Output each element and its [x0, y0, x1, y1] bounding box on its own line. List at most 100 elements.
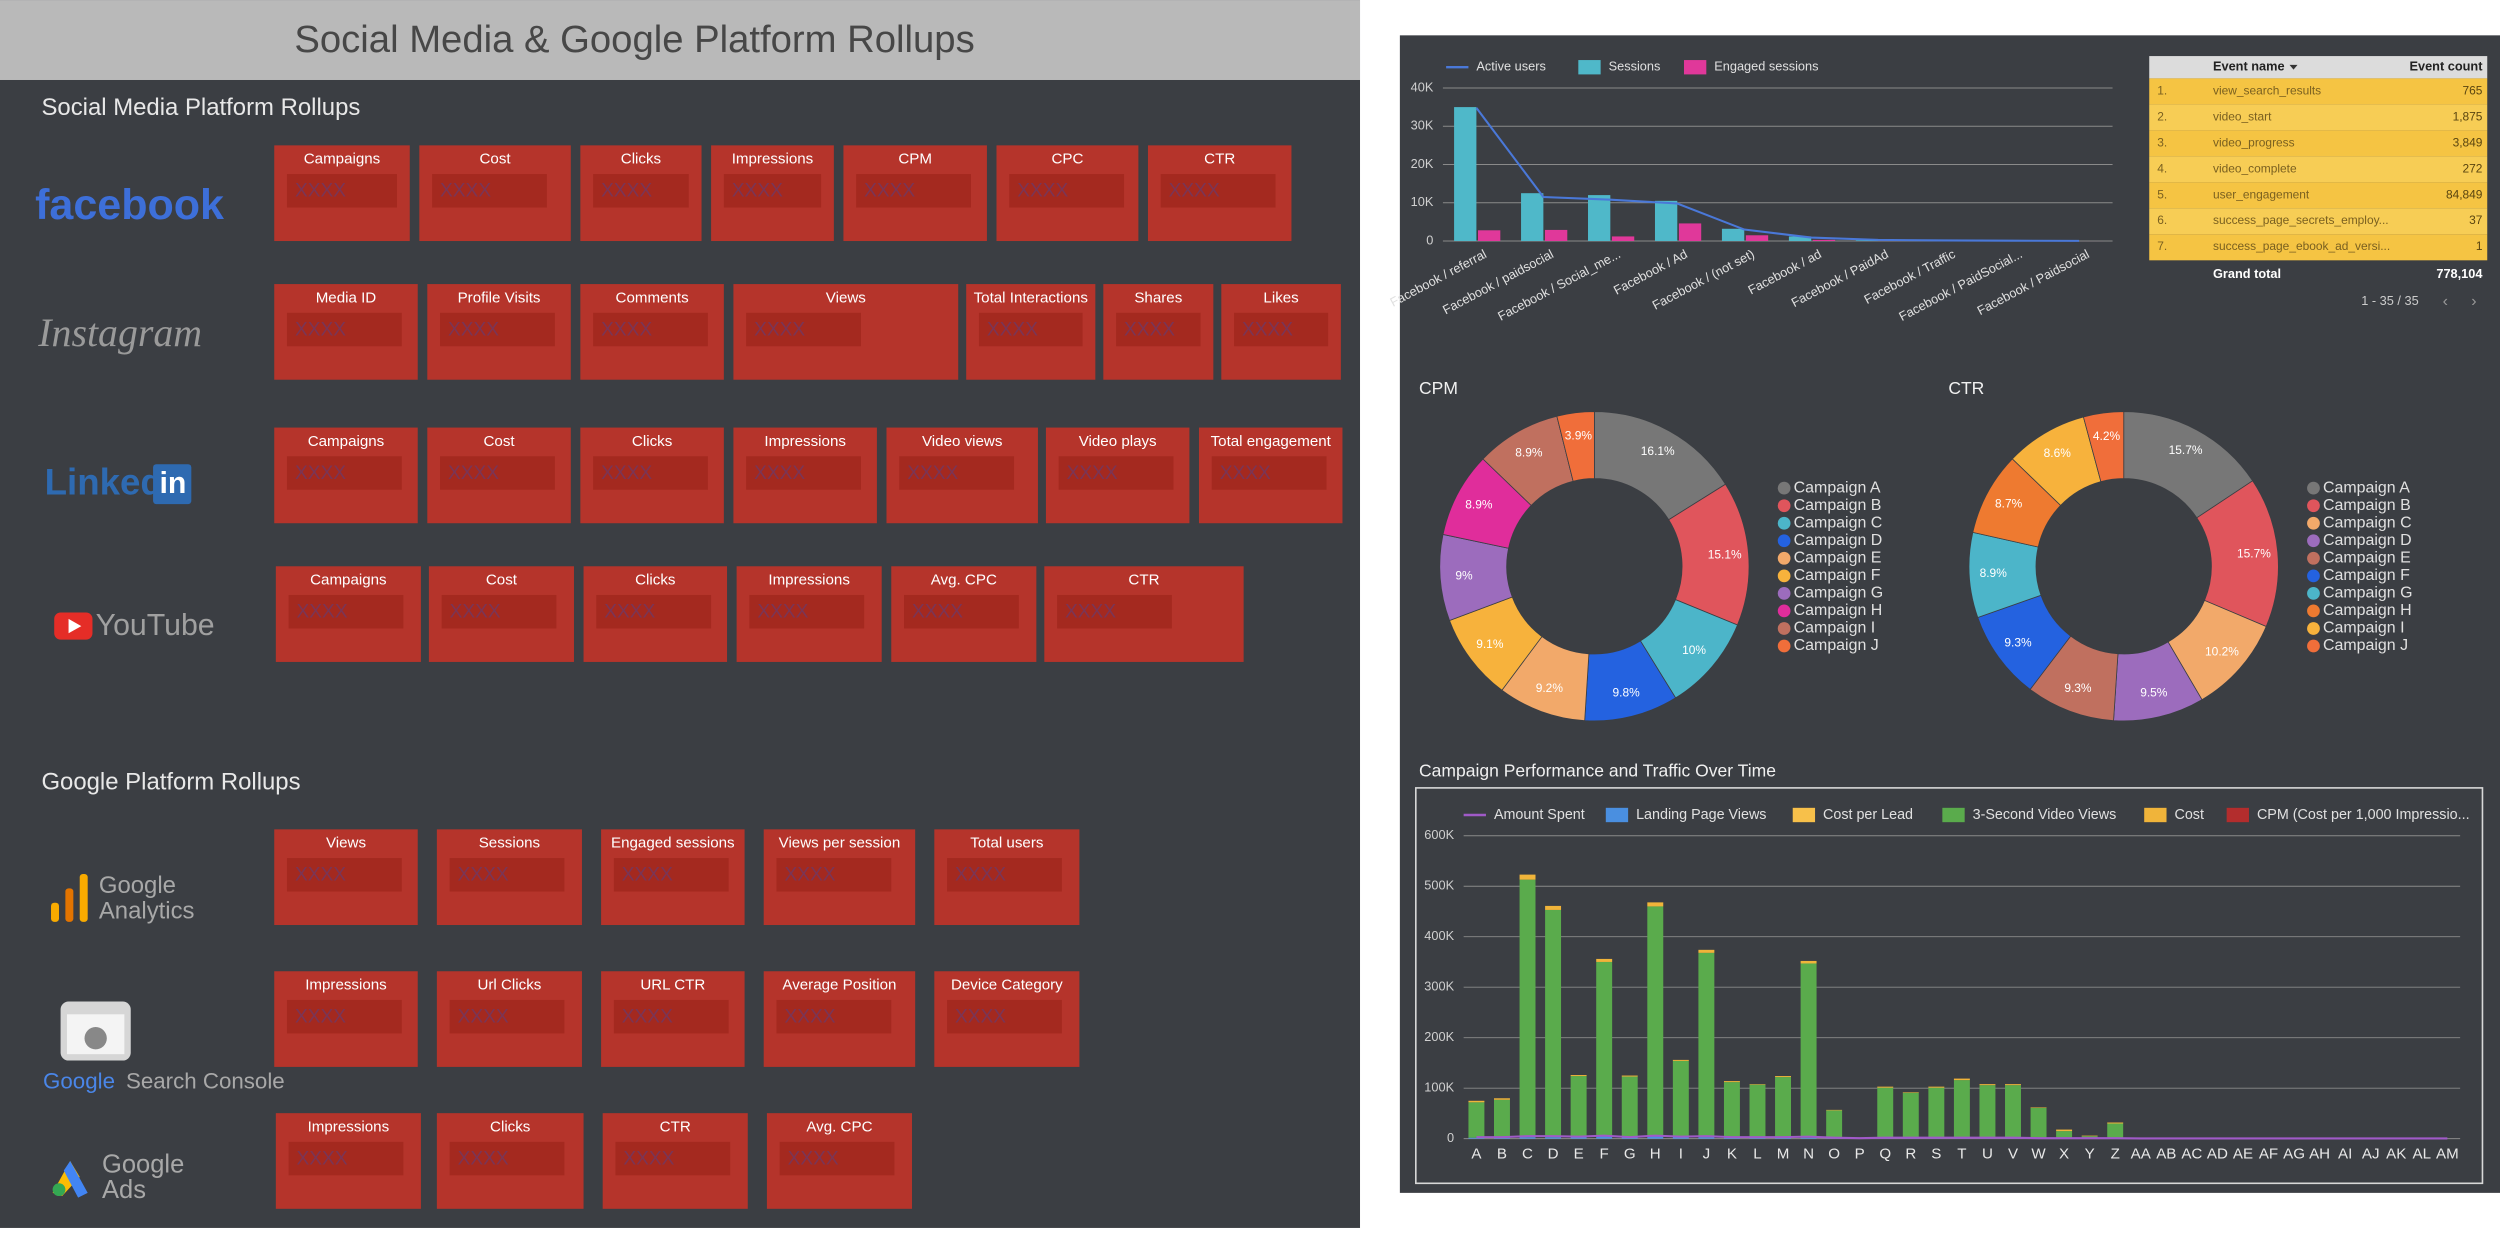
kpi-value: XXXX [440, 181, 491, 202]
x-tick-label: AB [2156, 1146, 2176, 1163]
bar-segment [1902, 1092, 1919, 1093]
pagination: 1 - 35 / 35 [2361, 293, 2418, 308]
kpi-value-box [1160, 174, 1276, 208]
kpi-label: Impressions [308, 1119, 390, 1136]
header-title: Social Media & Google Platform Rollups [294, 18, 974, 61]
table-row [2149, 104, 2488, 131]
kpi-label: Views per session [779, 835, 901, 852]
kpi-value-box [613, 999, 729, 1034]
kpi-value-box [440, 456, 555, 490]
kpi-value-box [1234, 312, 1329, 347]
x-tick-label: U [1982, 1146, 1993, 1163]
legend-label: Campaign D [1794, 532, 1883, 549]
slice-label: 4.2% [2093, 429, 2121, 443]
table-row [2149, 208, 2488, 235]
slice-label: 3.9% [1565, 429, 1593, 443]
bar [1855, 240, 1879, 242]
kpi-value: XXXX [757, 602, 808, 623]
platform-logo: Search Console [126, 1069, 285, 1094]
prev-page[interactable]: ‹ [2443, 293, 2448, 310]
bar-segment [1570, 1075, 1587, 1077]
next-page[interactable]: › [2471, 293, 2476, 310]
x-tick-label: O [1828, 1146, 1840, 1163]
kpi-value-box [779, 1141, 895, 1176]
bar-segment [1494, 1099, 1510, 1138]
bar-segment [1902, 1092, 1919, 1139]
kpi-label: Impressions [764, 433, 846, 450]
content: Social Media Platform Rollups facebook Cam… [35, 56, 2488, 1209]
kpi-value: XXXX [788, 1148, 839, 1169]
kpi-label: Comments [616, 289, 690, 306]
legend-label: Campaign D [2323, 532, 2412, 549]
kpi-label: CPM [898, 151, 932, 168]
table-col-header: Event count [2409, 59, 2483, 74]
slice-label: 8.9% [1980, 566, 2008, 580]
x-tick-label: Z [2111, 1146, 2120, 1163]
kpi-value: XXXX [732, 181, 783, 202]
x-tick-label: AK [2386, 1146, 2406, 1163]
kpi-value-box [441, 594, 557, 629]
analytics-bar [51, 902, 59, 922]
legend-swatch [1792, 807, 1816, 823]
kpi-value: XXXX [955, 1007, 1006, 1028]
kpi-label: Clicks [490, 1119, 531, 1136]
pie-slice [1556, 411, 1595, 482]
kpi-value-box [286, 174, 398, 208]
legend-swatch [2307, 569, 2320, 583]
legend-label: Campaign J [1794, 637, 1879, 654]
event-name: success_page_ebook_ad_versi... [2213, 239, 2390, 253]
row-number: 6. [2157, 213, 2167, 227]
kpi-value: XXXX [601, 319, 652, 340]
x-tick-label: E [1574, 1146, 1584, 1163]
sort-arrow [2289, 64, 2298, 70]
y-tick-label: 200K [1424, 1029, 1454, 1044]
bar-segment [2081, 1135, 2098, 1137]
legend-label: Campaign C [1794, 514, 1883, 531]
y-tick-label: 500K [1424, 878, 1454, 893]
x-tick-label: M [1777, 1146, 1790, 1163]
kpi-value: XXXX [1017, 181, 1068, 202]
y-tick-label: 600K [1424, 827, 1454, 842]
legend-label: Campaign F [1794, 567, 1881, 584]
event-count: 3,849 [2453, 135, 2483, 149]
kpi-value: XXXX [604, 602, 655, 623]
chart-title: CPM [1419, 378, 1458, 398]
kpi-label: Profile Visits [458, 289, 541, 306]
bar-segment [1621, 1076, 1638, 1138]
ads-icon [52, 1183, 66, 1197]
bar-segment [1519, 874, 1536, 880]
line [1476, 1134, 2448, 1140]
kpi-value-box [776, 858, 892, 892]
legend-label: Active users [1476, 59, 1545, 74]
kpi-value: XXXX [622, 1007, 673, 1028]
kpi-value-box [749, 594, 865, 629]
y-tick-label: 20K [1411, 156, 1434, 171]
legend-swatch [2307, 516, 2320, 530]
table-row [2149, 156, 2488, 183]
kpi-value-box [947, 999, 1062, 1034]
kpi-value: XXXX [448, 463, 499, 484]
x-tick-label: I [1679, 1146, 1683, 1163]
kpi-value: XXXX [458, 1007, 509, 1028]
platform-logo: Linked [45, 462, 163, 503]
kpi-value: XXXX [295, 865, 346, 886]
legend-label: Cost [2174, 807, 2203, 823]
kpi-label: Likes [1263, 289, 1299, 306]
kpi-value-box [440, 312, 555, 347]
kpi-label: Campaigns [308, 433, 385, 450]
kpi-value-box [288, 1141, 404, 1176]
slice-label: 15.7% [2169, 443, 2203, 457]
bar [1611, 236, 1635, 242]
kpi-label: Total users [970, 835, 1044, 852]
platform-logo: Instagram [37, 310, 202, 355]
bar-segment [1545, 1137, 1562, 1139]
bar-segment [2056, 1129, 2073, 1132]
kpi-label: Sessions [479, 835, 541, 852]
kpi-value: XXXX [987, 319, 1038, 340]
row-number: 4. [2157, 161, 2167, 175]
table-row [2149, 182, 2488, 209]
kpi-value-box [286, 858, 402, 892]
kpi-value-box [899, 456, 1015, 490]
event-name: video_complete [2213, 161, 2297, 175]
